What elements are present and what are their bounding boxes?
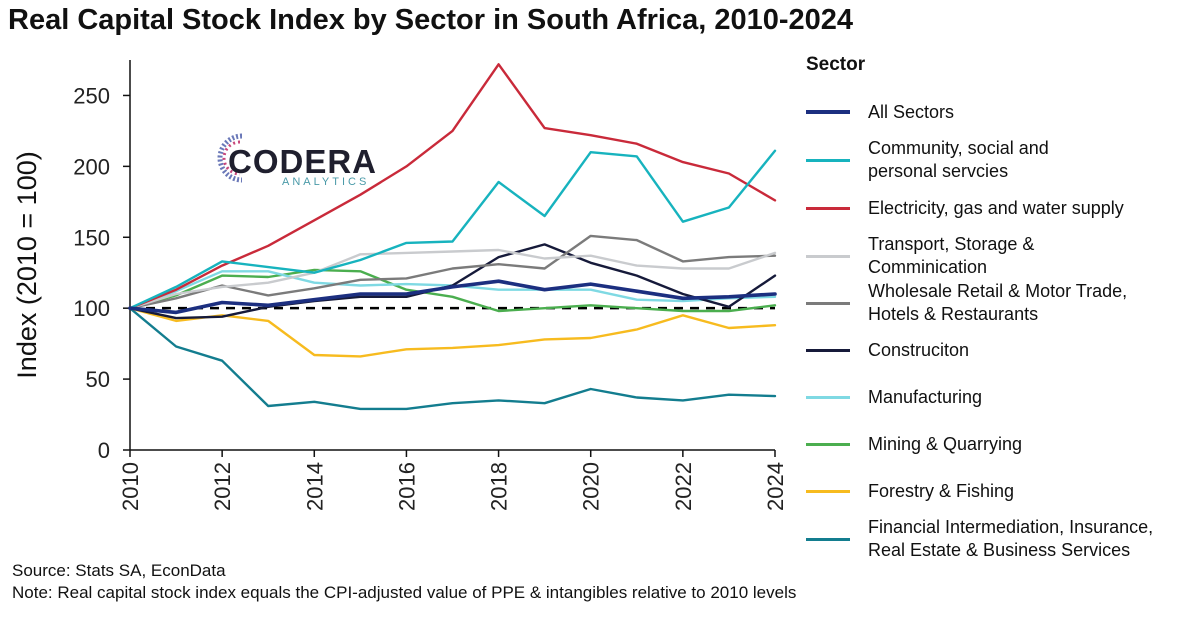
legend-swatch bbox=[806, 537, 850, 541]
legend-item: Manufacturing bbox=[806, 386, 1200, 409]
logo-subtitle: ANALYTICS bbox=[282, 176, 370, 188]
legend-label: Financial Intermediation, Insurance, Rea… bbox=[868, 517, 1154, 560]
series-layer bbox=[128, 63, 777, 411]
legend-label: Manufacturing bbox=[868, 386, 983, 407]
legend-label: Forestry & Fishing bbox=[868, 480, 1015, 501]
chart-title: Real Capital Stock Index by Sector in So… bbox=[8, 4, 854, 36]
series-line-transport-storage-comminication bbox=[128, 248, 777, 310]
legend-item: Forestry & Fishing bbox=[806, 480, 1200, 503]
legend-item: Wholesale Retail & Motor Trade, Hotels &… bbox=[806, 280, 1200, 326]
x-tick-label: 2020 bbox=[579, 462, 604, 511]
source-text: Source: Stats SA, EconData bbox=[12, 561, 226, 580]
note-text: Note: Real capital stock index equals th… bbox=[12, 583, 797, 602]
codera-logo-icon bbox=[217, 133, 243, 183]
legend-title: Sector bbox=[806, 54, 866, 75]
legend-swatch bbox=[806, 206, 850, 210]
series-line-mining-quarrying bbox=[128, 268, 777, 313]
chart-axes: 0 50 100 150 200 250 2010 2012 2014 2016 2018 2020 2… bbox=[12, 60, 788, 511]
logo-wordmark: CODERA bbox=[228, 143, 378, 180]
legend-swatch bbox=[806, 348, 850, 352]
y-tick-label: 150 bbox=[73, 225, 110, 250]
legend-swatch bbox=[806, 301, 850, 305]
series-line-all-sectors bbox=[128, 279, 777, 315]
y-axis-label: Index (2010 = 100) bbox=[12, 151, 42, 378]
legend-label: Construciton bbox=[868, 339, 970, 360]
x-tick-label: 2012 bbox=[210, 462, 235, 511]
y-tick-label: 50 bbox=[86, 367, 110, 392]
legend-swatch bbox=[806, 489, 850, 493]
x-tick-label: 2018 bbox=[487, 462, 512, 511]
legend-swatch bbox=[806, 442, 850, 446]
y-tick-label: 100 bbox=[73, 296, 110, 321]
legend-item: Construciton bbox=[806, 339, 1200, 362]
legend-item: Transport, Storage & Comminication bbox=[806, 233, 1200, 279]
y-tick-label: 200 bbox=[73, 154, 110, 179]
legend-item: Community, social and personal servcies bbox=[806, 137, 1200, 183]
legend-label: Community, social and personal servcies bbox=[868, 138, 1049, 181]
series-line-community-social-and-personal-servcies bbox=[128, 149, 777, 310]
legend-label: Electricity, gas and water supply bbox=[868, 197, 1124, 218]
x-tick-label: 2014 bbox=[302, 462, 327, 511]
legend-item: Financial Intermediation, Insurance, Rea… bbox=[806, 516, 1200, 562]
x-tick-label: 2010 bbox=[118, 462, 143, 511]
legend-item: All Sectors bbox=[806, 101, 1200, 124]
legend-swatch bbox=[806, 395, 850, 399]
legend-item: Electricity, gas and water supply bbox=[806, 197, 1200, 220]
legend-label: Transport, Storage & Comminication bbox=[868, 234, 1035, 277]
x-tick-label: 2022 bbox=[671, 462, 696, 511]
legend-label: All Sectors bbox=[868, 101, 955, 122]
legend-label: Wholesale Retail & Motor Trade, Hotels &… bbox=[868, 281, 1128, 324]
legend-label: Mining & Quarrying bbox=[868, 433, 1023, 454]
legend-swatch bbox=[806, 254, 850, 258]
legend-item: Mining & Quarrying bbox=[806, 433, 1200, 456]
series-line-electricity-gas-and-water-supply bbox=[128, 63, 777, 310]
x-tick-label: 2016 bbox=[394, 462, 419, 511]
series-line-financial-intermediation-insurance-real-estate-business-services bbox=[128, 307, 777, 411]
y-tick-label: 250 bbox=[73, 83, 110, 108]
legend-swatch bbox=[806, 158, 850, 162]
x-tick-label: 2024 bbox=[763, 462, 788, 511]
y-tick-label: 0 bbox=[98, 438, 110, 463]
legend-swatch bbox=[806, 110, 850, 114]
series-line-forestry-fishing bbox=[128, 307, 777, 358]
series-line-wholesale-retail-motor-trade-hotels-restaurants bbox=[128, 234, 777, 310]
